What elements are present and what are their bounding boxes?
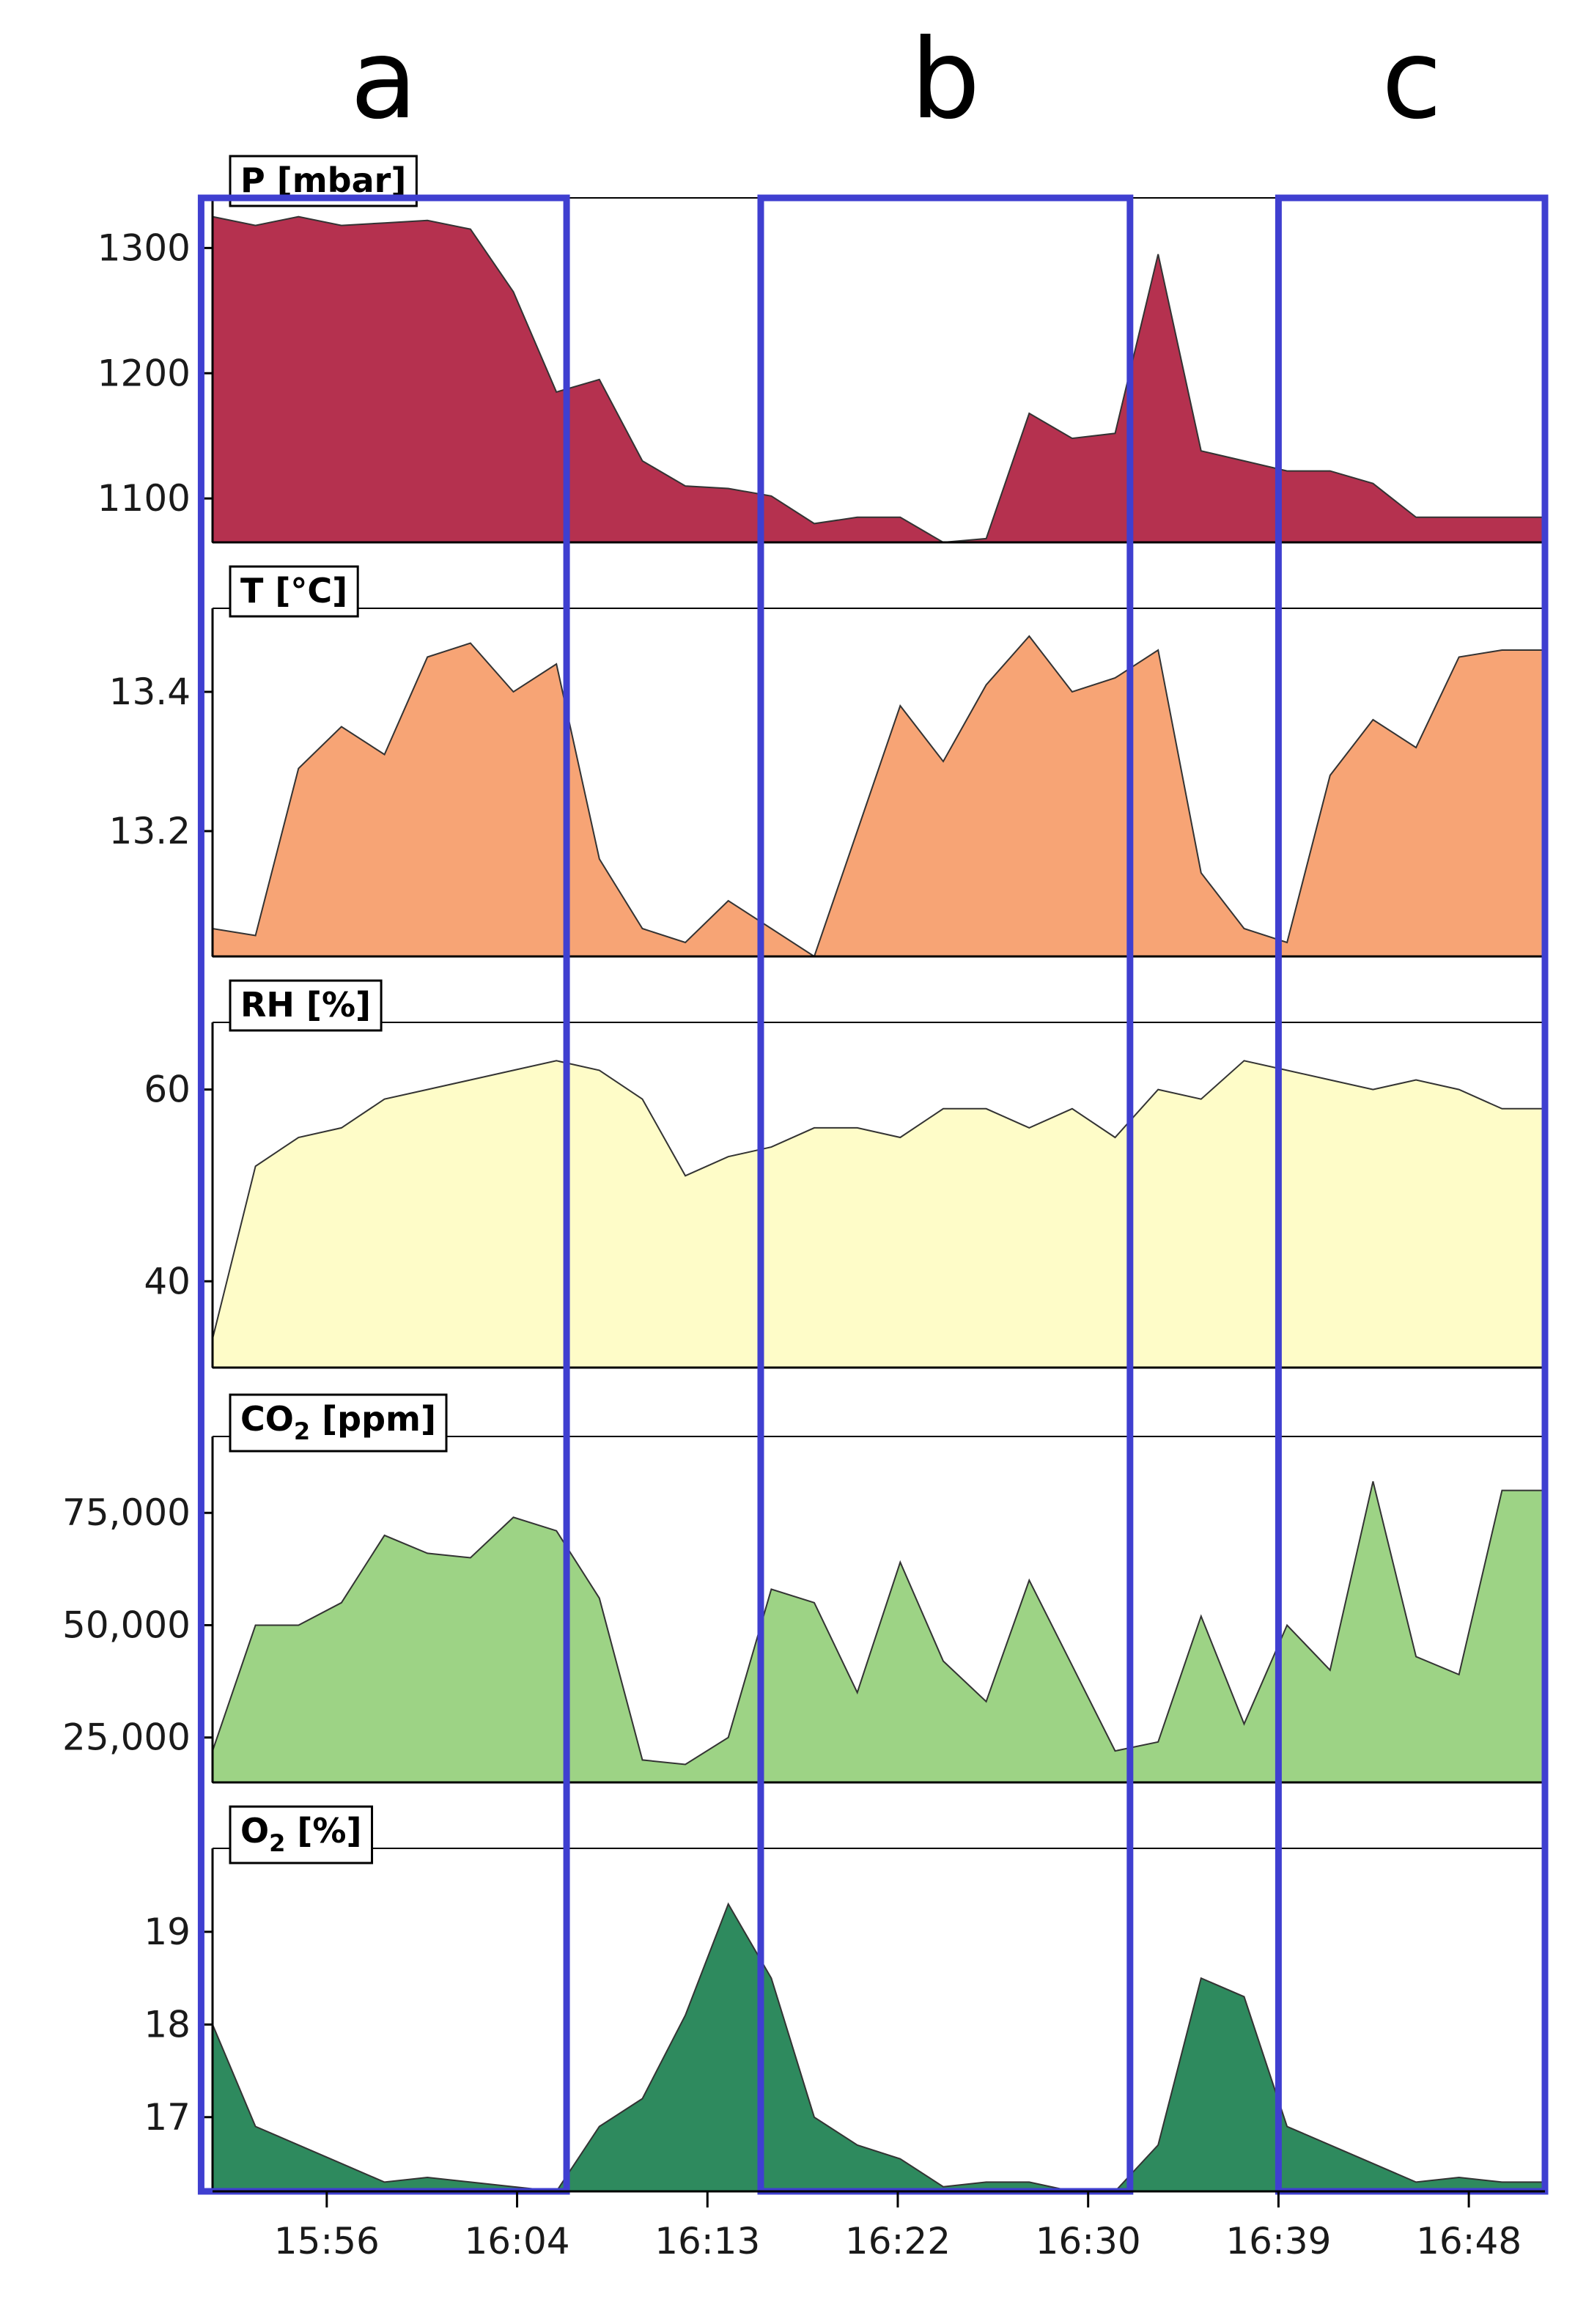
x-tick-label: 16:13 [654,2220,760,2262]
area-series-pressure [212,215,1546,544]
panel-humidity: 60 40 RH [%] [144,979,1546,1369]
x-tick-label: 15:56 [274,2220,380,2262]
panel-oxygen: 19 18 17 O2 [%] [144,1805,1546,2193]
panel-temperature: 13.4 13.2 T [°C] [109,565,1546,958]
panel-co2: 75,000 50,000 25,000 CO2 [ppm] [62,1393,1546,1784]
section-label-c: c [1382,16,1442,144]
section-labels: a b c [350,16,1442,144]
section-label-b: b [910,16,980,144]
panel-title-text: T [°C] [240,571,347,610]
y-tick-label: 17 [144,2096,191,2139]
y-tick-label: 19 [144,1911,191,1953]
y-tick-label: 75,000 [62,1491,191,1534]
panel-title-box [229,565,359,618]
panel-title-co2: CO2 [ppm] [229,1393,448,1453]
y-tick-label: 13.2 [109,810,191,852]
y-tick-label: 50,000 [62,1604,191,1646]
panels-layer: 1300 1200 1100 P [mbar] 13.4 13.2 T [°C] 60 40 RH… [62,155,1546,2193]
panel-title-box [229,1805,374,1864]
panel-pressure: 1300 1200 1100 P [mbar] [97,155,1546,544]
x-tick-label: 16:04 [464,2220,569,2262]
panel-title-text: RH [%] [240,985,371,1025]
area-series-oxygen [212,1902,1546,2193]
x-tick-label: 16:39 [1225,2220,1331,2262]
panel-title-text: P [mbar] [240,161,406,200]
panel-title-text: O2 [%] [240,1811,362,1857]
area-series-co2 [212,1481,1546,1783]
y-tick-label: 1300 [97,226,191,269]
panel-title-humidity: RH [%] [229,979,383,1032]
y-tick-label: 25,000 [62,1716,191,1759]
panel-title-box [229,979,383,1032]
panel-title-text: CO2 [ppm] [240,1399,436,1445]
panel-title-temperature: T [°C] [229,565,359,618]
area-series-humidity [212,1060,1546,1368]
panel-title-oxygen: O2 [%] [229,1805,374,1864]
x-tick-label: 16:30 [1036,2220,1141,2262]
area-series-temperature [212,635,1546,958]
y-tick-label: 18 [144,2003,191,2046]
y-tick-label: 60 [144,1069,191,1111]
panel-title-box [229,1393,448,1453]
y-tick-label: 1200 [97,352,191,394]
section-label-a: a [350,16,418,144]
y-tick-label: 13.4 [109,671,191,713]
x-tick-label: 16:22 [845,2220,951,2262]
x-tick-label: 16:48 [1416,2220,1522,2262]
y-tick-label: 40 [144,1260,191,1302]
y-tick-label: 1100 [97,477,191,520]
x-axis: 15:56 16:04 16:13 16:22 16:30 16:39 16:48 [213,2190,1545,2262]
